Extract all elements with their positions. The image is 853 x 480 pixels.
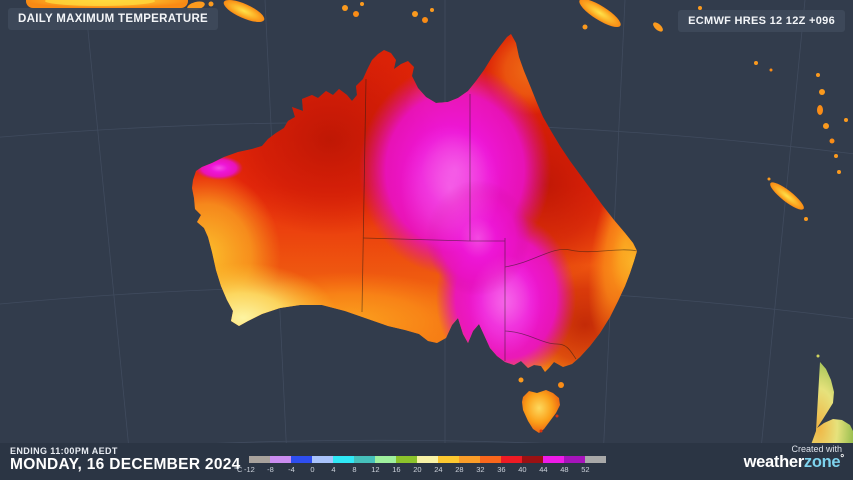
scale-tick-label: 20 bbox=[413, 465, 422, 474]
scale-tick-label: 32 bbox=[476, 465, 485, 474]
scale-swatch: 40 bbox=[518, 456, 544, 474]
scale-swatch: 28 bbox=[455, 456, 481, 474]
scale-swatch: -12 bbox=[244, 456, 271, 474]
scale-tick-label: 44 bbox=[539, 465, 548, 474]
scale-tick-label: -8 bbox=[267, 465, 274, 474]
scale-swatch: 36 bbox=[497, 456, 523, 474]
scale-swatch: 0 bbox=[310, 456, 334, 474]
footer-bar: ENDING 11:00PM AEDT MONDAY, 16 DECEMBER … bbox=[0, 443, 853, 480]
tasmania-island bbox=[522, 390, 560, 433]
scale-swatch: 44 bbox=[539, 456, 565, 474]
scale-tick-label: 16 bbox=[392, 465, 401, 474]
scale-tick-label: -4 bbox=[288, 465, 295, 474]
scale-tick-label: 24 bbox=[434, 465, 443, 474]
temperature-scale: °C -12 -8 -4 0 4 8 12 16 20 24 28 32 36 40 44 48 52 bbox=[234, 456, 607, 474]
scale-tick-label: 0 bbox=[310, 465, 315, 474]
scale-swatch: 16 bbox=[392, 456, 418, 474]
scale-swatch: -8 bbox=[267, 456, 292, 474]
weatherzone-logo: weatherzone° bbox=[743, 453, 845, 472]
logo-degree-mark: ° bbox=[840, 453, 844, 465]
scale-tick-label: 4 bbox=[331, 465, 336, 474]
map-title: DAILY MAXIMUM TEMPERATURE bbox=[18, 13, 209, 25]
scale-tick-label: 48 bbox=[560, 465, 569, 474]
scale-tick-label: 8 bbox=[352, 465, 357, 474]
scale-swatch: 20 bbox=[413, 456, 439, 474]
scale-tick-label: -12 bbox=[244, 465, 255, 474]
offshore-islands bbox=[26, 0, 848, 388]
scale-swatch: 52 bbox=[581, 456, 607, 474]
scale-swatch: 8 bbox=[352, 456, 376, 474]
scale-tick-label: 36 bbox=[497, 465, 506, 474]
scale-tick-label: 12 bbox=[371, 465, 380, 474]
map-title-badge: DAILY MAXIMUM TEMPERATURE bbox=[8, 8, 219, 30]
scale-tick-label: 52 bbox=[581, 465, 590, 474]
valid-time-block: ENDING 11:00PM AEDT MONDAY, 16 DECEMBER … bbox=[10, 446, 241, 474]
logo-zone-text: zone bbox=[803, 453, 841, 472]
scale-tick-label: 40 bbox=[518, 465, 527, 474]
scale-swatch: -4 bbox=[288, 456, 313, 474]
brand-block: Created with weatherzone° bbox=[743, 444, 845, 472]
scale-swatch: 24 bbox=[434, 456, 460, 474]
scale-swatch-strip: -12 -8 -4 0 4 8 12 16 20 24 28 32 36 40 44 48 52 bbox=[244, 456, 607, 474]
scale-swatch: 4 bbox=[331, 456, 355, 474]
scale-swatch: 32 bbox=[476, 456, 502, 474]
scale-swatch: 48 bbox=[560, 456, 586, 474]
scale-swatch: 12 bbox=[371, 456, 397, 474]
scale-tick-label: 28 bbox=[455, 465, 464, 474]
model-run-label: ECMWF HRES 12 12Z +096 bbox=[688, 15, 835, 27]
state-borders bbox=[361, 78, 637, 361]
scale-unit-label: °C bbox=[234, 465, 243, 474]
model-run-badge: ECMWF HRES 12 12Z +096 bbox=[678, 10, 845, 32]
credit-label: Created with bbox=[791, 444, 842, 454]
valid-date-label: MONDAY, 16 DECEMBER 2024 bbox=[10, 456, 241, 474]
logo-weather-text: weather bbox=[743, 453, 805, 472]
ending-time-label: ENDING 11:00PM AEDT bbox=[10, 446, 118, 456]
